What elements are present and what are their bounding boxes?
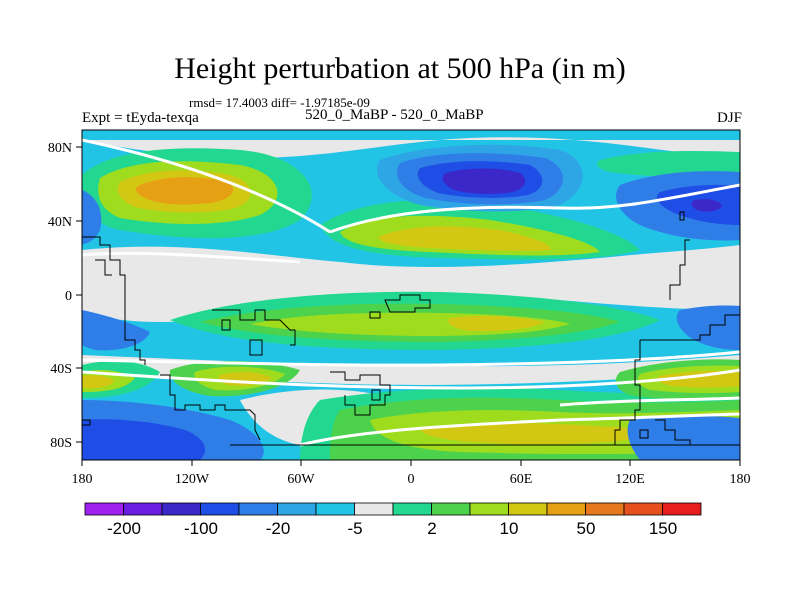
map-title: Height perturbation at 500 hPa (in m) xyxy=(174,52,626,85)
lon-label-120w: 120W xyxy=(175,472,210,487)
contour-field xyxy=(82,130,740,460)
colorbar-swatch xyxy=(623,502,663,516)
lat-label-80s: 80S xyxy=(50,436,72,451)
lat-label-80n: 80N xyxy=(48,141,72,156)
colorbar-swatch xyxy=(662,502,702,516)
colorbar-label-10: 10 xyxy=(500,519,519,538)
colorbar-swatch xyxy=(546,502,586,516)
rmsd-stats: rmsd= 17.4003 diff= -1.97185e-09 xyxy=(189,95,370,110)
lat-label-40n: 40N xyxy=(48,215,72,230)
colorbar-swatch xyxy=(315,502,355,516)
colorbar-swatch xyxy=(431,502,471,516)
lon-label-60w: 60W xyxy=(287,472,315,487)
run-comparison-label: 520_0_MaBP - 520_0_MaBP xyxy=(305,107,484,123)
lat-label-0: 0 xyxy=(65,289,72,304)
season-label: DJF xyxy=(716,110,742,126)
lon-label-0: 0 xyxy=(408,472,415,487)
lon-label-180e: 180 xyxy=(730,472,751,487)
colorbar-swatch xyxy=(238,502,278,516)
colorbar-label-neg100: -100 xyxy=(184,519,218,538)
colorbar-label-50: 50 xyxy=(577,519,596,538)
colorbar-swatch xyxy=(585,502,625,516)
colorbar-label-150: 150 xyxy=(649,519,677,538)
lon-label-120e: 120E xyxy=(615,472,645,487)
lat-label-40s: 40S xyxy=(50,362,72,377)
colorbar-swatch xyxy=(123,502,163,516)
colorbar-swatch xyxy=(277,502,317,516)
colorbar-label-2: 2 xyxy=(427,519,436,538)
colorbar-swatch xyxy=(508,502,548,516)
colorbar-labels: -200 -100 -20 -5 2 10 50 150 xyxy=(107,519,677,538)
colorbar-swatch xyxy=(469,502,509,516)
colorbar-swatch xyxy=(161,502,201,516)
colorbar-swatch xyxy=(354,502,394,516)
colorbar-swatch xyxy=(392,502,432,516)
experiment-label: Expt = tEyda-texqa xyxy=(82,110,199,126)
colorbar-label-neg20: -20 xyxy=(266,519,291,538)
colorbar-swatch xyxy=(200,502,240,516)
colorbar-swatch xyxy=(84,502,124,516)
lon-label-180w: 180 xyxy=(72,472,93,487)
colorbar xyxy=(84,502,702,516)
lon-label-60e: 60E xyxy=(510,472,533,487)
colorbar-label-neg200: -200 xyxy=(107,519,141,538)
axis-ticks xyxy=(76,146,741,466)
colorbar-label-neg5: -5 xyxy=(347,519,362,538)
